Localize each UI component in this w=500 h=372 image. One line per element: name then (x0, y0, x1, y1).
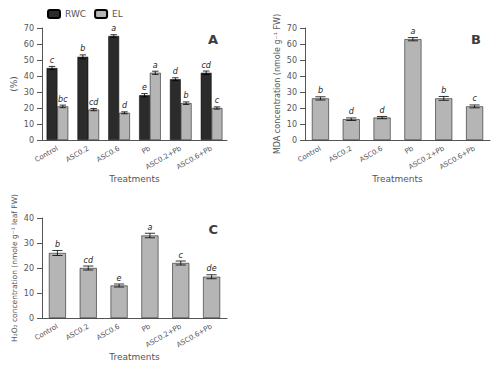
svg-text:c: c (179, 251, 184, 260)
svg-text:d: d (349, 107, 355, 116)
svg-text:b: b (184, 91, 189, 100)
svg-text:c: c (215, 96, 220, 105)
svg-text:cd: cd (84, 256, 94, 265)
svg-text:ASC0.2: ASC0.2 (64, 323, 90, 343)
svg-text:ASC0.6: ASC0.6 (95, 323, 121, 343)
svg-text:RWC: RWC (65, 9, 86, 19)
svg-text:10: 10 (24, 289, 34, 298)
svg-text:30: 30 (24, 239, 34, 248)
svg-text:ASC0.6+Pb: ASC0.6+Pb (175, 144, 214, 171)
svg-text:Pb: Pb (140, 322, 152, 334)
svg-text:ASC0.6: ASC0.6 (358, 145, 384, 165)
svg-text:Treatments: Treatments (108, 174, 160, 184)
svg-text:10: 10 (24, 120, 34, 129)
svg-text:70: 70 (24, 24, 34, 33)
svg-text:50: 50 (287, 56, 297, 65)
svg-text:60: 60 (287, 40, 297, 49)
svg-text:d: d (380, 106, 386, 115)
svg-text:a: a (147, 223, 152, 232)
svg-text:e: e (142, 83, 147, 92)
svg-text:a: a (410, 27, 415, 36)
svg-text:de: de (207, 264, 217, 273)
svg-text:ASC0.2: ASC0.2 (327, 145, 353, 165)
svg-text:ASC0.6+Pb: ASC0.6+Pb (438, 144, 477, 171)
svg-text:b: b (441, 86, 446, 95)
svg-text:d: d (173, 67, 179, 76)
svg-text:20: 20 (287, 104, 297, 113)
svg-text:ASC0.2+Pb: ASC0.2+Pb (144, 144, 183, 172)
svg-text:cd: cd (89, 98, 99, 107)
svg-text:40: 40 (287, 72, 297, 81)
svg-text:ASC0.6+Pb: ASC0.6+Pb (175, 322, 214, 349)
svg-text:Treatments: Treatments (108, 352, 160, 362)
svg-text:0: 0 (29, 314, 34, 323)
svg-text:20: 20 (24, 104, 34, 113)
svg-text:(%): (%) (9, 76, 19, 92)
svg-text:c: c (472, 94, 477, 103)
svg-text:a: a (111, 24, 116, 33)
svg-text:EL: EL (112, 9, 123, 19)
svg-text:a: a (153, 61, 158, 70)
svg-text:C: C (208, 222, 218, 237)
svg-text:b: b (55, 240, 60, 249)
svg-text:60: 60 (24, 40, 34, 49)
svg-text:50: 50 (24, 56, 34, 65)
svg-text:ASC0.2: ASC0.2 (64, 145, 90, 165)
svg-text:b: b (80, 44, 85, 53)
svg-text:d: d (122, 101, 128, 110)
svg-text:A: A (208, 32, 218, 47)
svg-text:bc: bc (58, 95, 68, 104)
svg-text:30: 30 (287, 88, 297, 97)
svg-text:Control: Control (34, 323, 60, 343)
svg-text:20: 20 (24, 264, 34, 273)
svg-text:Pb: Pb (403, 144, 415, 156)
svg-text:Treatments: Treatments (371, 174, 423, 184)
svg-text:ASC0.6: ASC0.6 (95, 145, 121, 165)
svg-text:10: 10 (287, 120, 297, 129)
svg-text:40: 40 (24, 214, 34, 223)
svg-text:Control: Control (34, 145, 60, 165)
svg-text:30: 30 (24, 88, 34, 97)
svg-text:ASC0.2+Pb: ASC0.2+Pb (144, 322, 183, 350)
svg-text:Pb: Pb (140, 144, 152, 156)
svg-text:ASC0.2+Pb: ASC0.2+Pb (407, 144, 446, 172)
svg-text:MDA concentration (nmole g⁻¹ F: MDA concentration (nmole g⁻¹ FW) (273, 14, 282, 154)
svg-text:H₂O₂ concentration (nmole g⁻¹: H₂O₂ concentration (nmole g⁻¹ leaf FW) (10, 194, 19, 342)
svg-text:0: 0 (292, 136, 297, 145)
svg-text:c: c (50, 56, 55, 65)
svg-text:40: 40 (24, 72, 34, 81)
svg-text:70: 70 (287, 24, 297, 33)
svg-text:Control: Control (297, 145, 323, 165)
svg-text:b: b (318, 86, 323, 95)
svg-text:e: e (117, 274, 122, 283)
svg-text:0: 0 (29, 136, 34, 145)
svg-text:cd: cd (201, 61, 211, 70)
svg-text:B: B (471, 32, 481, 47)
